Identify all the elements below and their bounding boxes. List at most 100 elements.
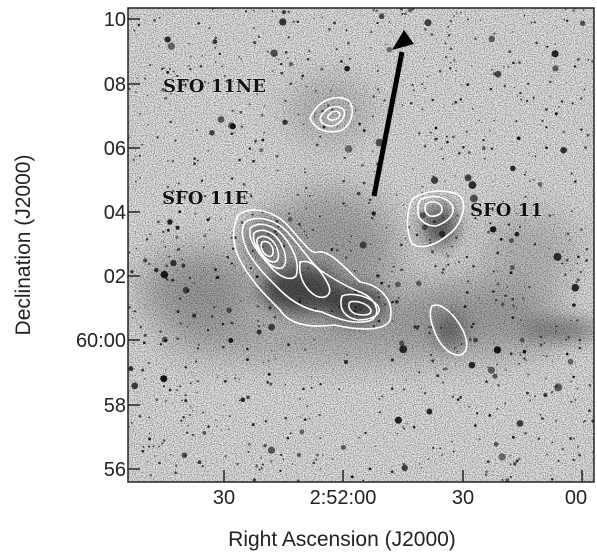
star (136, 77, 139, 79)
star (319, 135, 322, 138)
star (539, 413, 542, 416)
star (588, 409, 591, 412)
star (167, 160, 169, 162)
star (288, 61, 294, 67)
star (278, 58, 280, 60)
label-sfo-11ne: SFO 11NE (163, 76, 266, 97)
star (487, 366, 489, 368)
star (402, 462, 405, 466)
star (580, 20, 586, 26)
star (301, 74, 305, 78)
star (322, 125, 326, 129)
star (160, 270, 169, 279)
star (442, 368, 446, 371)
star (261, 138, 265, 142)
star (338, 305, 341, 308)
star (314, 89, 317, 93)
star (145, 238, 149, 241)
star (177, 182, 180, 185)
star (130, 270, 134, 274)
star (450, 62, 452, 64)
star (215, 190, 218, 193)
star (548, 214, 552, 217)
star (524, 219, 526, 221)
direction-arrow-icon (371, 51, 405, 197)
star (302, 123, 305, 126)
star (413, 325, 417, 329)
star (344, 205, 347, 207)
star (160, 375, 168, 383)
star (321, 454, 324, 457)
star (550, 468, 552, 470)
star (315, 458, 318, 461)
star (313, 338, 316, 341)
star (164, 246, 167, 248)
star (174, 139, 177, 142)
star (259, 148, 264, 153)
star (478, 296, 481, 299)
star (171, 278, 175, 282)
star (555, 330, 557, 333)
star (421, 83, 424, 86)
star (401, 464, 408, 472)
star (166, 70, 170, 74)
star (395, 194, 398, 196)
star (499, 237, 503, 241)
star (187, 424, 189, 427)
star (139, 177, 141, 180)
star (469, 194, 478, 203)
star (375, 9, 379, 12)
star (510, 251, 512, 253)
star (166, 199, 169, 202)
star (466, 83, 470, 86)
star (289, 82, 293, 86)
star (576, 278, 580, 282)
star (416, 327, 419, 330)
star (377, 319, 381, 323)
star (518, 362, 521, 365)
star (439, 326, 443, 330)
star (188, 414, 192, 417)
star (376, 291, 379, 294)
star (534, 395, 536, 398)
star (335, 243, 338, 246)
star (505, 478, 510, 482)
star (550, 391, 554, 394)
star (303, 167, 306, 170)
star (275, 219, 279, 223)
star (446, 254, 450, 258)
star (376, 64, 378, 67)
star (182, 79, 186, 83)
star (282, 458, 285, 461)
star (161, 87, 166, 92)
star (387, 284, 391, 288)
star (308, 194, 311, 197)
star (378, 411, 382, 414)
star (159, 330, 162, 333)
star (225, 354, 227, 356)
star (186, 325, 189, 327)
star (456, 398, 460, 401)
star (560, 146, 567, 154)
star (297, 113, 300, 116)
star (558, 105, 560, 108)
star (548, 80, 552, 84)
star (179, 189, 183, 193)
star (158, 16, 161, 19)
star (420, 466, 423, 469)
star (162, 439, 166, 442)
star (181, 263, 186, 268)
star (190, 55, 192, 58)
star (149, 64, 152, 67)
star (240, 300, 242, 302)
star (275, 358, 277, 360)
star (233, 264, 236, 267)
star (354, 109, 357, 112)
star (529, 399, 532, 402)
star (438, 230, 446, 238)
star (533, 21, 536, 24)
y-tick-label: 56 (104, 459, 126, 481)
star (331, 458, 334, 461)
star (430, 250, 434, 254)
star (562, 130, 565, 134)
